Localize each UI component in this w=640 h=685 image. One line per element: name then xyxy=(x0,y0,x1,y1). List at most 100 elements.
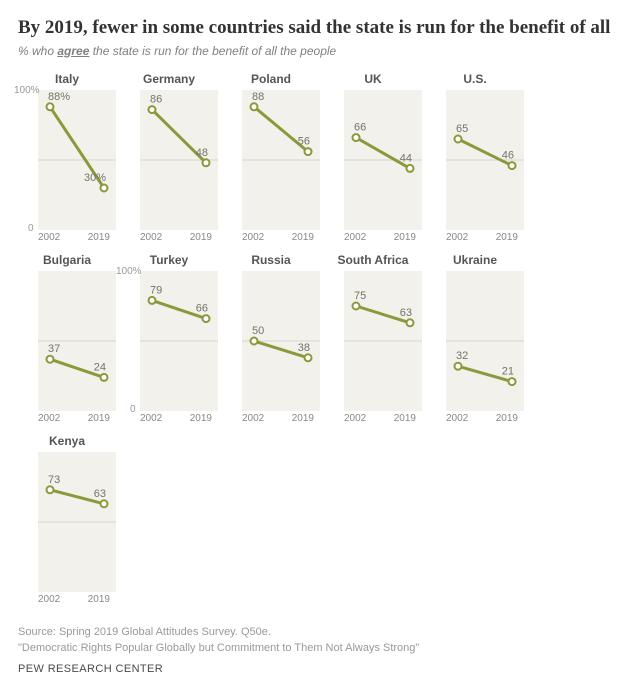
y-axis-label-top: 100% xyxy=(14,85,40,96)
data-marker xyxy=(305,148,312,155)
panel-svg: 79 66 xyxy=(120,271,218,411)
x-axis-tick: 2019 xyxy=(190,413,212,424)
value-label: 44 xyxy=(400,152,412,164)
data-marker xyxy=(203,315,210,322)
data-marker xyxy=(305,354,312,361)
data-marker xyxy=(353,302,360,309)
chart-panel: UK664420022019 xyxy=(324,72,422,243)
panel-country-label: Ukraine xyxy=(426,253,524,269)
data-marker xyxy=(251,337,258,344)
chart-panel: Russia 5038 2002 2019 xyxy=(222,253,320,424)
panel-svg: 88% 30% xyxy=(18,90,116,230)
value-label: 46 xyxy=(502,149,514,161)
value-label: 73 xyxy=(48,474,60,486)
y-axis-label-top: 100% xyxy=(116,266,142,277)
chart-panel: Germany864820022019 xyxy=(120,72,218,243)
y-axis-label-bottom: 0 xyxy=(130,404,136,415)
x-axis-tick: 2019 xyxy=(292,413,314,424)
chart-footer: Source: Spring 2019 Global Attitudes Sur… xyxy=(18,625,622,657)
value-label: 32 xyxy=(456,350,468,362)
chart-panel: Bulgaria 3724 2002 2019 xyxy=(18,253,116,424)
panel-svg: 32 21 xyxy=(426,271,524,411)
chart-subtitle: % who agree the state is run for the ben… xyxy=(18,44,622,58)
x-axis-labels: 2002 2019 xyxy=(426,411,524,424)
x-axis-tick: 2019 xyxy=(394,232,416,243)
data-marker xyxy=(407,319,414,326)
x-axis-tick: 2019 xyxy=(496,232,518,243)
panel-svg: 88 56 xyxy=(222,90,320,230)
data-marker xyxy=(101,184,108,191)
value-label: 75 xyxy=(354,290,366,302)
value-label: 86 xyxy=(150,93,162,105)
x-axis-labels: 2002 2019 xyxy=(18,592,116,605)
data-marker xyxy=(203,159,210,166)
x-axis-tick: 2002 xyxy=(38,413,60,424)
data-marker xyxy=(101,374,108,381)
value-label: 66 xyxy=(196,302,208,314)
data-marker xyxy=(47,103,54,110)
data-marker xyxy=(149,297,156,304)
x-axis-tick: 2019 xyxy=(88,413,110,424)
value-label: 30% xyxy=(84,172,106,184)
panel-country-label: U.S. xyxy=(426,72,524,88)
value-label: 24 xyxy=(94,361,106,373)
x-axis-tick: 2002 xyxy=(140,413,162,424)
chart-panel: Italy100%088%30%20022019 xyxy=(18,72,116,243)
panel-svg: 5038 xyxy=(222,271,320,411)
data-marker xyxy=(353,134,360,141)
x-axis-labels: 2002 2019 xyxy=(426,230,524,243)
data-marker xyxy=(149,106,156,113)
panel-svg: 8648 xyxy=(120,90,218,230)
value-label: 38 xyxy=(298,342,310,354)
chart-panel: U.S. 6546 2002 2019 xyxy=(426,72,524,243)
small-multiples-grid: Italy100%088%30%20022019Germany864820022… xyxy=(18,72,622,611)
source-line: Source: Spring 2019 Global Attitudes Sur… xyxy=(18,625,622,641)
chart-panel: Ukraine 32 21 2002 2019 xyxy=(426,253,524,424)
value-label: 56 xyxy=(298,135,310,147)
x-axis-tick: 2019 xyxy=(190,232,212,243)
panel-country-label: Kenya xyxy=(18,434,116,450)
panel-svg: 66 44 xyxy=(324,90,422,230)
x-axis-tick: 2002 xyxy=(446,232,468,243)
value-label: 21 xyxy=(502,365,514,377)
panel-country-label: Bulgaria xyxy=(18,253,116,269)
subtitle-post: the state is run for the benefit of all … xyxy=(89,44,336,58)
brand-label: PEW RESEARCH CENTER xyxy=(18,663,622,675)
x-axis-tick: 2002 xyxy=(38,594,60,605)
panel-svg: 3724 xyxy=(18,271,116,411)
subtitle-agree: agree xyxy=(57,44,89,58)
value-label: 63 xyxy=(400,307,412,319)
subtitle-pre: % who xyxy=(18,44,57,58)
data-marker xyxy=(47,486,54,493)
panel-svg: 75 63 xyxy=(324,271,422,411)
value-label: 79 xyxy=(150,284,162,296)
y-axis-label-bottom: 0 xyxy=(28,223,34,234)
x-axis-tick: 2019 xyxy=(292,232,314,243)
panel-svg: 7363 xyxy=(18,452,116,592)
report-title-line: "Democratic Rights Popular Globally but … xyxy=(18,641,622,657)
x-axis-tick: 2002 xyxy=(446,413,468,424)
x-axis-labels: 2002 2019 xyxy=(222,230,320,243)
chart-title: By 2019, fewer in some countries said th… xyxy=(18,16,622,40)
x-axis-tick: 2019 xyxy=(88,594,110,605)
x-axis-tick: 2019 xyxy=(496,413,518,424)
data-marker xyxy=(509,162,516,169)
value-label: 88% xyxy=(48,91,70,103)
x-axis-tick: 2019 xyxy=(394,413,416,424)
data-marker xyxy=(47,355,54,362)
chart-panel: Poland885620022019 xyxy=(222,72,320,243)
chart-panel: Kenya 7363 2002 2019 xyxy=(18,434,116,605)
x-axis-tick: 2002 xyxy=(38,232,60,243)
x-axis-labels: 2002 2019 xyxy=(222,411,320,424)
value-label: 66 xyxy=(354,121,366,133)
panel-country-label: Russia xyxy=(222,253,320,269)
x-axis-labels: 2002 2019 xyxy=(18,411,116,424)
value-label: 88 xyxy=(252,91,264,103)
panel-svg: 6546 xyxy=(426,90,524,230)
panel-country-label: South Africa xyxy=(324,253,422,269)
x-axis-labels: 20022019 xyxy=(324,230,422,243)
data-marker xyxy=(455,362,462,369)
x-axis-tick: 2002 xyxy=(242,413,264,424)
x-axis-tick: 2002 xyxy=(242,232,264,243)
data-marker xyxy=(509,378,516,385)
